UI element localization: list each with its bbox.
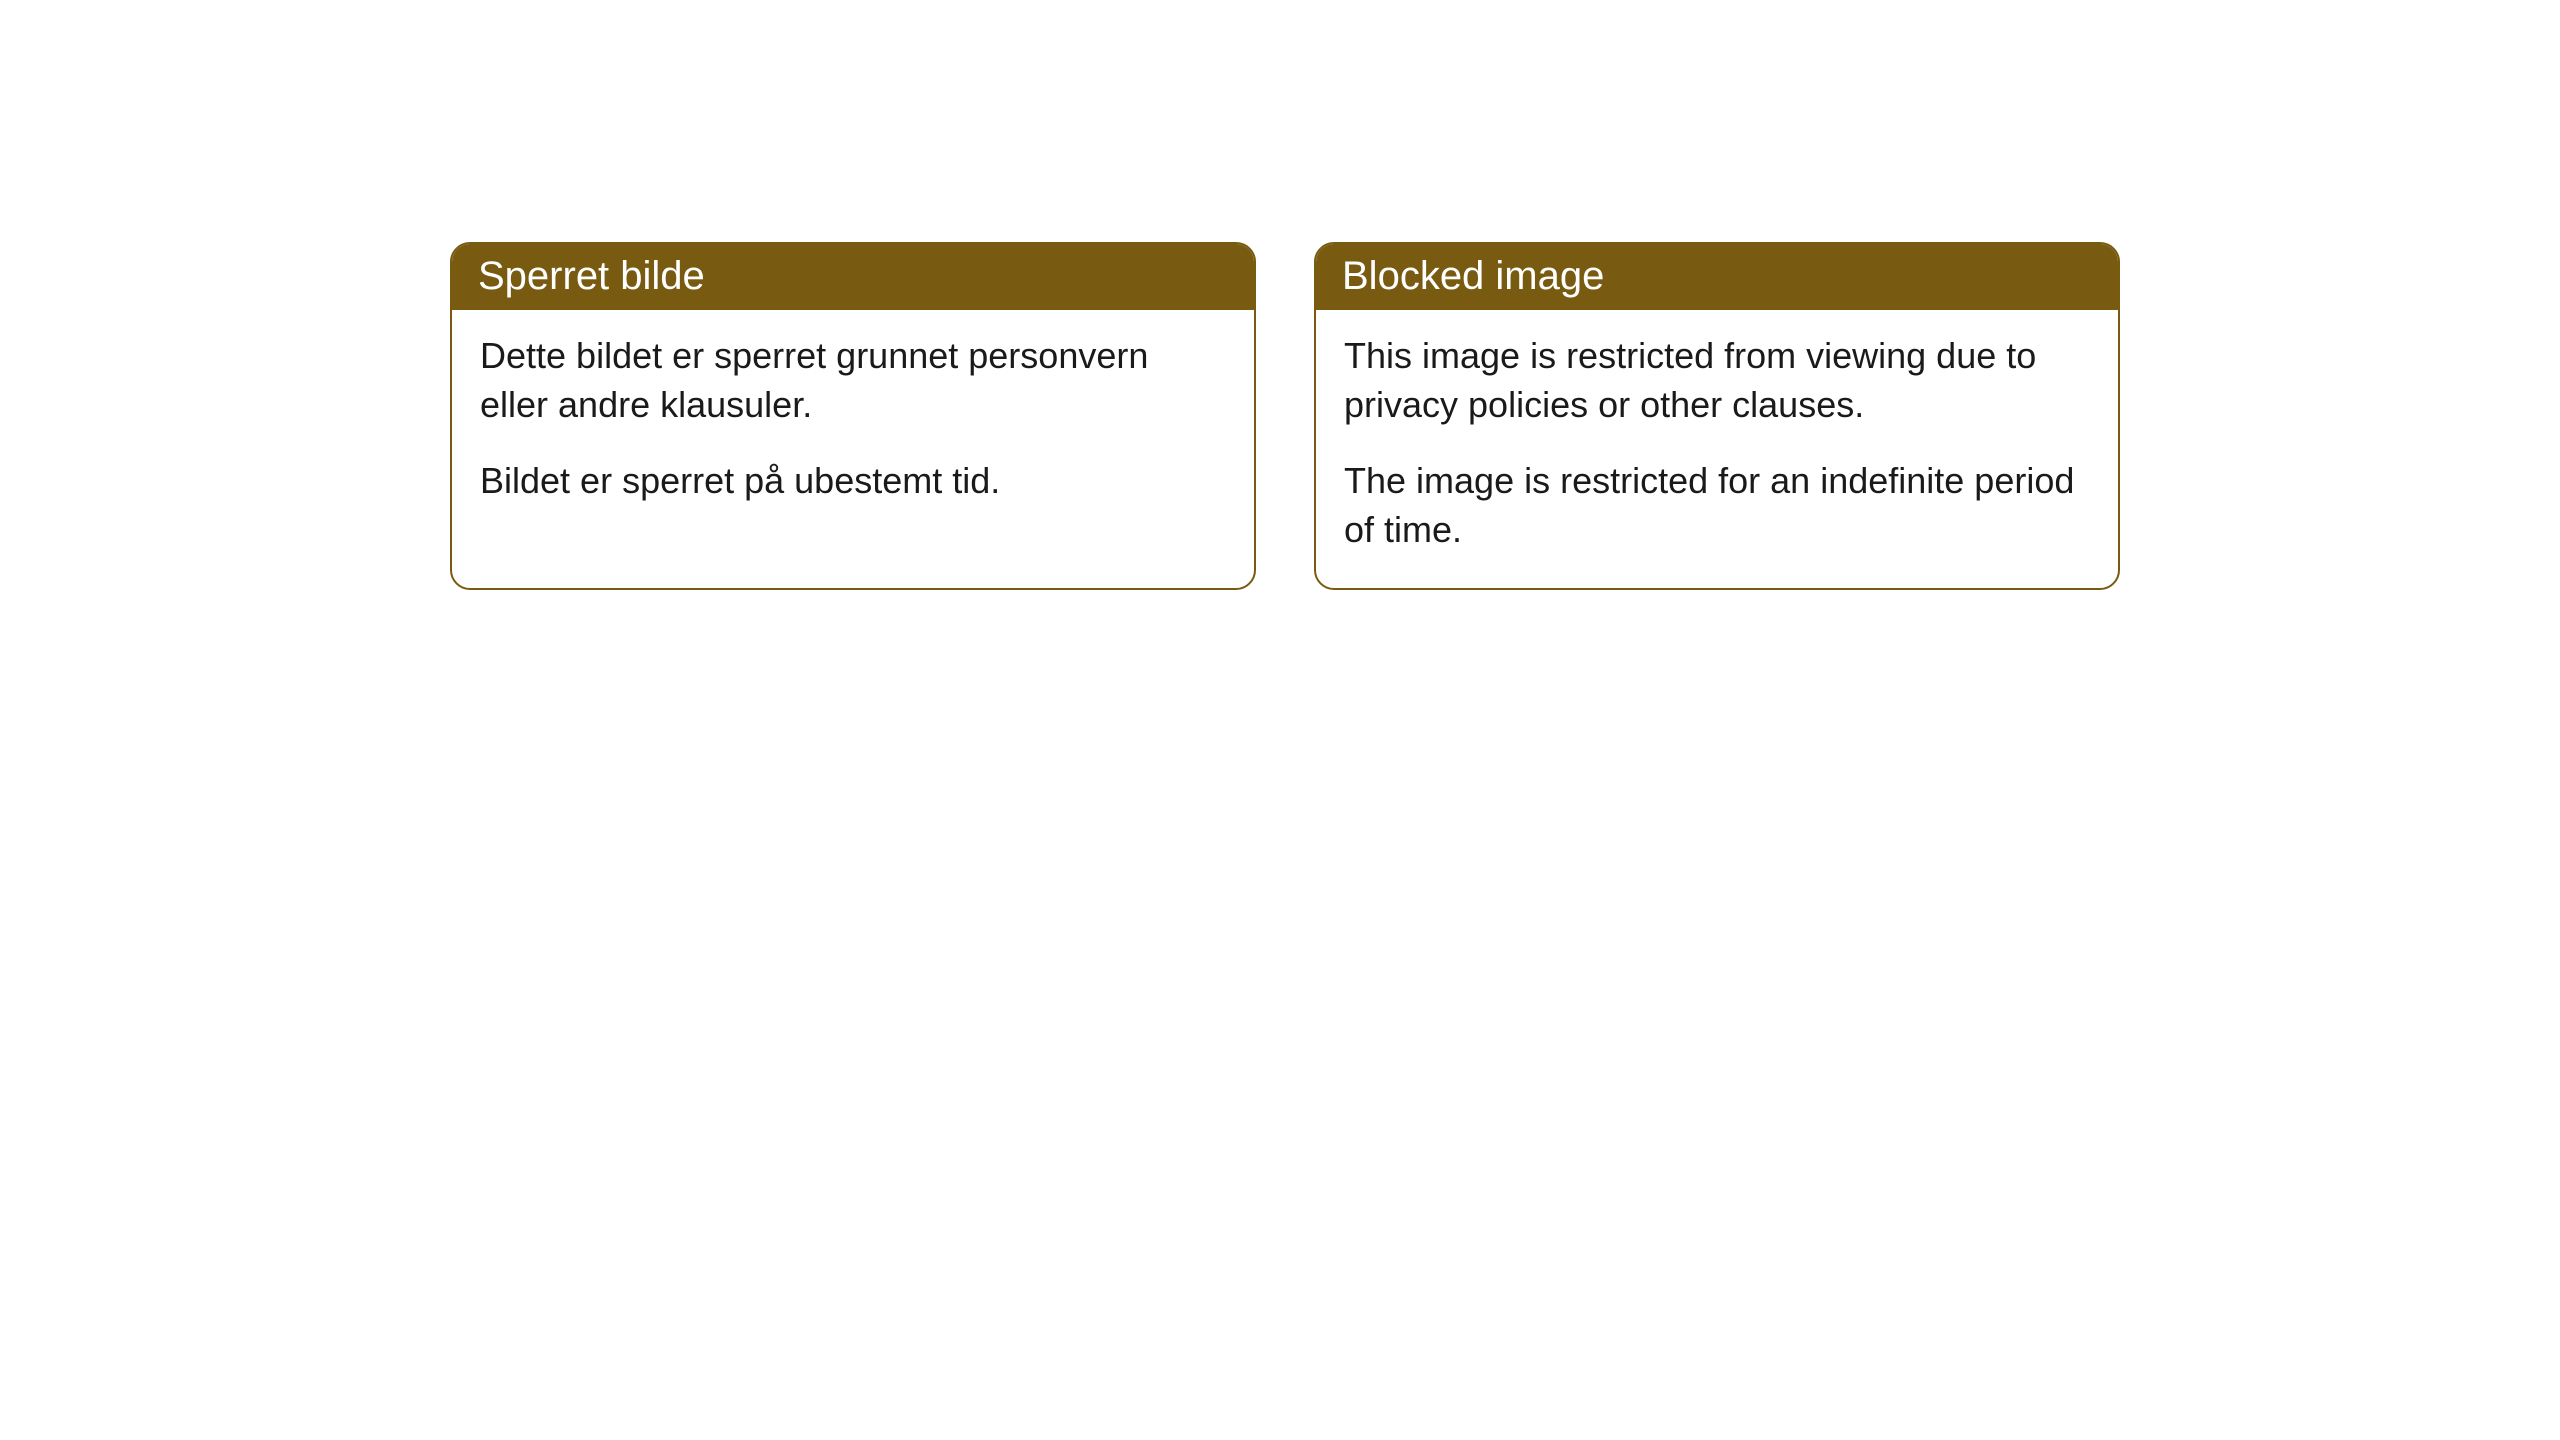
card-paragraph-1: This image is restricted from viewing du… (1344, 332, 2090, 429)
card-body-english: This image is restricted from viewing du… (1316, 310, 2118, 588)
card-paragraph-1: Dette bildet er sperret grunnet personve… (480, 332, 1226, 429)
card-english: Blocked image This image is restricted f… (1314, 242, 2120, 590)
card-body-norwegian: Dette bildet er sperret grunnet personve… (452, 310, 1254, 540)
card-header-english: Blocked image (1316, 244, 2118, 310)
cards-container: Sperret bilde Dette bildet er sperret gr… (450, 242, 2120, 590)
card-norwegian: Sperret bilde Dette bildet er sperret gr… (450, 242, 1256, 590)
card-header-norwegian: Sperret bilde (452, 244, 1254, 310)
card-paragraph-2: The image is restricted for an indefinit… (1344, 457, 2090, 554)
card-paragraph-2: Bildet er sperret på ubestemt tid. (480, 457, 1226, 506)
